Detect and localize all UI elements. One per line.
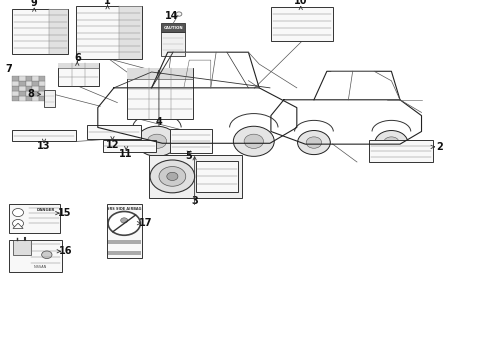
Circle shape: [305, 137, 321, 148]
Bar: [368, 140, 432, 162]
Bar: [13, 240, 31, 255]
Text: 4: 4: [155, 117, 162, 127]
Bar: [58, 63, 99, 68]
Polygon shape: [13, 223, 23, 229]
Bar: [39, 81, 45, 86]
Bar: [32, 86, 39, 91]
Text: NISSAN: NISSAN: [34, 265, 47, 269]
Bar: [149, 155, 242, 198]
Circle shape: [166, 172, 178, 180]
Bar: [19, 81, 25, 86]
Circle shape: [233, 126, 274, 156]
Text: 1: 1: [104, 0, 111, 6]
Circle shape: [374, 131, 407, 154]
Bar: [49, 9, 68, 54]
Circle shape: [147, 134, 166, 148]
Text: 15: 15: [58, 208, 71, 218]
Text: 6: 6: [74, 53, 81, 63]
Bar: [12, 86, 19, 91]
Bar: [87, 125, 141, 139]
Bar: [12, 9, 68, 54]
Bar: [25, 96, 32, 101]
Circle shape: [108, 211, 140, 235]
Bar: [107, 246, 141, 250]
Bar: [19, 91, 25, 96]
Bar: [39, 91, 45, 96]
Bar: [161, 32, 184, 56]
Bar: [25, 86, 32, 91]
Text: 8: 8: [27, 89, 34, 99]
Bar: [12, 96, 19, 101]
Bar: [170, 129, 211, 153]
Bar: [127, 68, 193, 80]
Bar: [39, 76, 45, 81]
Circle shape: [383, 137, 398, 148]
Circle shape: [121, 218, 127, 223]
Text: 13: 13: [37, 141, 51, 151]
Text: 9: 9: [31, 0, 38, 8]
Bar: [32, 76, 39, 81]
Bar: [12, 91, 19, 96]
Bar: [9, 204, 60, 233]
Bar: [195, 161, 238, 192]
Bar: [119, 6, 142, 59]
Bar: [102, 140, 156, 152]
Text: 5: 5: [185, 151, 192, 161]
Circle shape: [13, 220, 23, 228]
Bar: [25, 81, 32, 86]
Bar: [39, 86, 45, 91]
Bar: [58, 63, 99, 86]
Text: 3: 3: [191, 196, 198, 206]
Text: 17: 17: [139, 218, 152, 228]
Bar: [39, 96, 45, 101]
Bar: [107, 251, 141, 255]
Text: DANGER: DANGER: [37, 208, 55, 212]
Text: 12: 12: [105, 140, 119, 150]
Circle shape: [176, 12, 182, 16]
Bar: [9, 240, 61, 272]
Bar: [127, 68, 193, 119]
Text: 11: 11: [119, 149, 133, 159]
Text: 2: 2: [436, 142, 443, 152]
Bar: [19, 76, 25, 81]
Bar: [76, 6, 142, 59]
Circle shape: [136, 126, 177, 156]
Text: SRS SIDE AIRBAG: SRS SIDE AIRBAG: [107, 207, 141, 211]
Circle shape: [150, 160, 194, 193]
Bar: [44, 90, 55, 107]
Text: CAUTION: CAUTION: [163, 26, 183, 30]
Bar: [32, 81, 39, 86]
Circle shape: [159, 167, 185, 186]
Bar: [12, 130, 76, 141]
Bar: [25, 76, 32, 81]
Bar: [19, 86, 25, 91]
Text: 10: 10: [293, 0, 307, 6]
Text: 7: 7: [5, 64, 12, 75]
Bar: [106, 204, 142, 258]
Bar: [12, 76, 19, 81]
Bar: [107, 240, 141, 244]
Bar: [271, 7, 332, 41]
Circle shape: [41, 251, 52, 258]
Bar: [161, 23, 184, 32]
Circle shape: [297, 131, 329, 154]
Bar: [25, 91, 32, 96]
Circle shape: [244, 134, 263, 148]
Bar: [32, 91, 39, 96]
Text: 14: 14: [165, 11, 179, 21]
Bar: [12, 81, 19, 86]
Bar: [32, 96, 39, 101]
Bar: [19, 96, 25, 101]
Circle shape: [13, 208, 23, 217]
Text: 16: 16: [59, 246, 73, 256]
